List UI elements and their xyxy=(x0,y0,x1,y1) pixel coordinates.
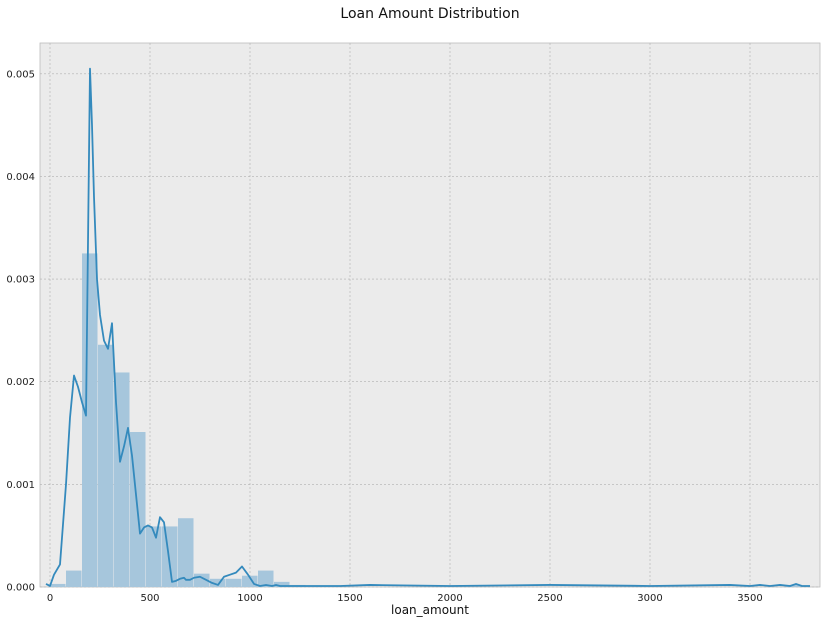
x-tick-label-1: 500 xyxy=(140,593,159,604)
histogram-bar-1 xyxy=(66,570,82,587)
histogram-bars xyxy=(50,253,802,587)
x-tick-label-3: 1500 xyxy=(337,593,362,604)
histogram-bar-11 xyxy=(226,578,242,587)
histogram-bar-10 xyxy=(210,578,226,587)
histogram-bar-6 xyxy=(146,526,162,587)
histogram-bar-2 xyxy=(82,253,98,587)
y-tick-label-3: 0.003 xyxy=(6,275,35,286)
y-tick-label-1: 0.001 xyxy=(6,480,35,491)
x-axis-label: loan_amount xyxy=(391,603,469,617)
chart-title: Loan Amount Distribution xyxy=(340,6,519,22)
plot-area xyxy=(39,42,821,588)
x-axis-ticks: 0 500 1000 1500 2000 2500 3000 3500 xyxy=(47,593,763,604)
y-tick-label-5: 0.005 xyxy=(6,69,35,80)
x-tick-label-2: 1000 xyxy=(237,593,262,604)
x-tick-label-7: 3500 xyxy=(737,593,762,604)
y-axis-ticks: 0.000 0.001 0.002 0.003 0.004 0.005 xyxy=(6,69,35,593)
histogram-bar-14 xyxy=(274,581,290,587)
histogram-bar-12 xyxy=(242,575,258,587)
histogram-bar-18 xyxy=(786,584,802,587)
kde-line xyxy=(45,67,810,587)
histogram-bar-3 xyxy=(98,344,114,587)
x-tick-label-4: 2000 xyxy=(437,593,462,604)
histogram-bar-8 xyxy=(178,518,194,587)
y-tick-label-0: 0.000 xyxy=(6,583,35,594)
x-tick-label-6: 3000 xyxy=(637,593,662,604)
y-tick-label-4: 0.004 xyxy=(6,172,35,183)
histogram-bar-7 xyxy=(162,526,178,587)
x-tick-label-0: 0 xyxy=(47,593,53,604)
kde-curve xyxy=(45,67,810,587)
x-tick-label-5: 2500 xyxy=(537,593,562,604)
y-tick-label-2: 0.002 xyxy=(6,377,35,388)
histogram-bar-13 xyxy=(258,570,274,587)
histogram-bar-0 xyxy=(50,583,66,587)
